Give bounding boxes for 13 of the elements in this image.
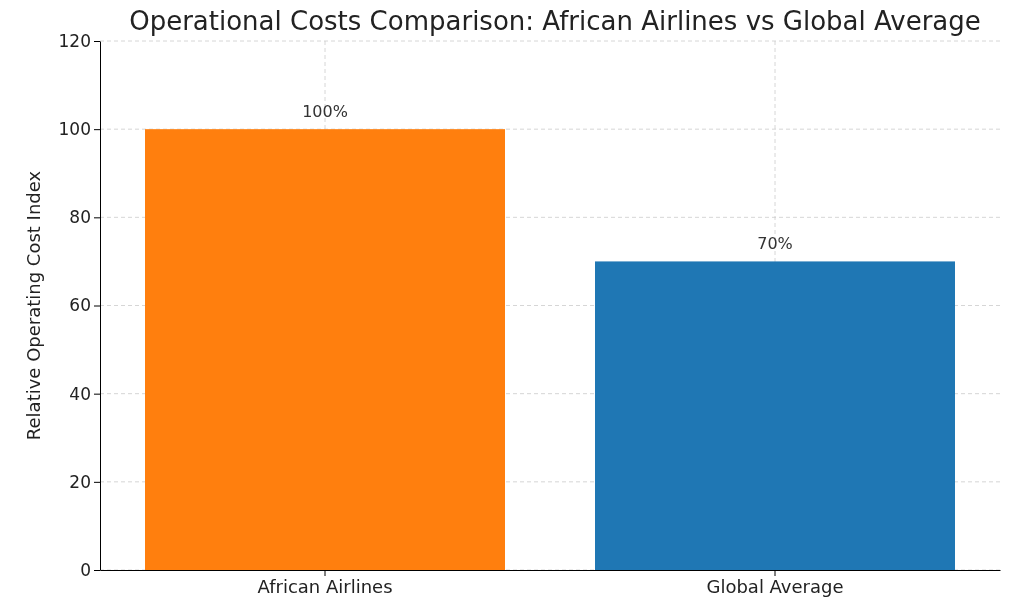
data-label: 100%: [302, 102, 348, 122]
y-axis-title: Relative Operating Cost Index: [23, 170, 44, 441]
y-tick-label: 20: [69, 471, 91, 492]
x-tick-label: Global Average: [706, 575, 844, 597]
y-tick-label: 60: [69, 295, 91, 316]
y-tick-label: 100: [58, 119, 91, 140]
x-tick-label: African Airlines: [257, 575, 393, 597]
y-tick-label: 120: [58, 30, 91, 51]
chart-title: Operational Costs Comparison: African Airlines vs Global Average: [129, 6, 981, 36]
y-tick-label: 0: [80, 559, 91, 580]
y-tick-label: 80: [69, 207, 91, 228]
data-label: 70%: [757, 234, 793, 254]
y-tick-label: 40: [69, 383, 91, 404]
